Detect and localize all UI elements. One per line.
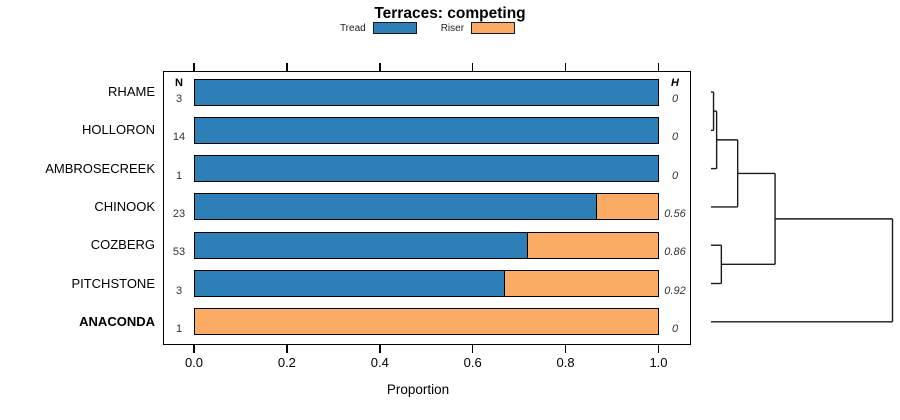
bar-anaconda	[194, 308, 659, 336]
bar-chinook	[194, 193, 659, 221]
x-tick-top	[657, 63, 660, 71]
y-axis-label: CHINOOK	[94, 198, 155, 214]
n-value: 23	[172, 207, 186, 220]
h-value: 0.86	[664, 246, 686, 259]
n-value: 1	[175, 169, 183, 182]
h-value: 0	[671, 93, 679, 105]
y-axis-label: ANACONDA	[79, 313, 155, 329]
x-tick-label: 0.0	[184, 355, 204, 370]
x-tick-bottom	[657, 345, 660, 353]
bar-segment-tread	[195, 271, 505, 296]
x-tick-top	[379, 63, 381, 71]
bar-rhame	[194, 78, 659, 106]
bar-cozberg	[194, 231, 659, 259]
x-tick-bottom	[564, 345, 567, 353]
x-tick-top	[193, 63, 195, 71]
h-value: 0.56	[664, 207, 686, 220]
bar-segment-tread	[195, 194, 598, 220]
n-value: 3	[175, 284, 183, 297]
y-axis-label: COZBERG	[90, 237, 155, 253]
n-column-header: N	[175, 77, 183, 89]
y-axis-label: AMBROSECREEK	[45, 160, 155, 176]
x-tick-label: 0.6	[463, 355, 482, 370]
x-tick-bottom	[471, 345, 474, 353]
h-value: 0	[671, 169, 679, 182]
bar-segment-tread	[195, 232, 528, 258]
legend-label-riser: Riser	[440, 22, 465, 34]
y-axis-label: HOLLORON	[82, 122, 155, 138]
bar-holloron	[194, 116, 659, 144]
legend: Tread Riser	[0, 22, 855, 34]
x-tick-label: 0.4	[370, 355, 389, 370]
x-tick-bottom	[379, 345, 381, 353]
x-tick-top	[564, 63, 567, 71]
x-tick-label: 0.2	[277, 355, 296, 370]
tread-swatch	[372, 22, 417, 34]
bar-ambrosecreek	[194, 155, 659, 183]
x-tick-label: 0.8	[556, 355, 575, 370]
n-value: 14	[172, 131, 186, 144]
n-value: 1	[175, 322, 183, 335]
x-tick-bottom	[193, 345, 195, 353]
h-value: 0	[671, 322, 679, 335]
h-column-header: H	[671, 77, 679, 89]
h-value: 0.92	[664, 284, 686, 297]
x-tick-bottom	[286, 345, 288, 353]
x-tick-top	[286, 63, 288, 71]
x-axis-title: Proportion	[386, 382, 450, 397]
legend-label-tread: Tread	[339, 22, 366, 34]
y-axis-label: PITCHSTONE	[71, 275, 155, 291]
legend-item-tread: Tread	[340, 22, 417, 34]
riser-swatch	[471, 22, 516, 34]
legend-item-riser: Riser	[440, 22, 516, 34]
n-value: 53	[172, 246, 186, 259]
chart-title: Terraces: competing	[374, 5, 526, 22]
y-axis-label: RHAME	[108, 84, 155, 99]
x-tick-label: 1.0	[649, 355, 668, 370]
x-tick-top	[471, 63, 474, 71]
h-value: 0	[671, 131, 679, 144]
n-value: 3	[175, 93, 183, 105]
bar-pitchstone	[194, 270, 659, 297]
